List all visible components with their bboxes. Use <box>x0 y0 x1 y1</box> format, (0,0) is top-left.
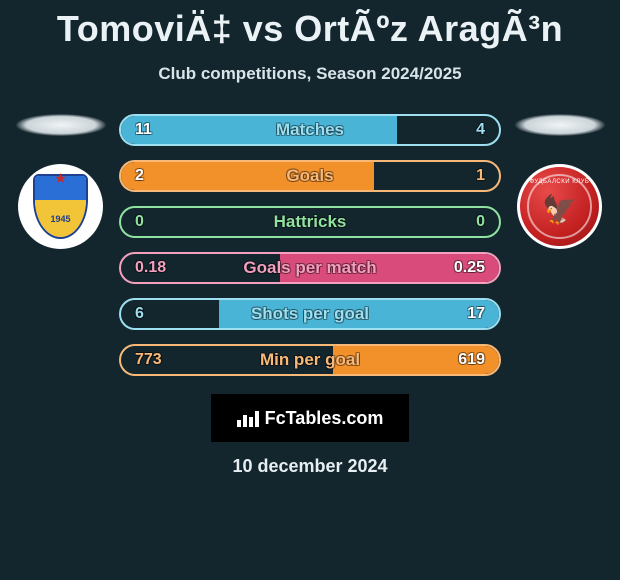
stat-label: Shots per goal <box>251 304 369 324</box>
stat-value-left: 0.18 <box>135 259 166 277</box>
page-subtitle: Club competitions, Season 2024/2025 <box>0 64 620 84</box>
stat-value-right: 619 <box>458 351 485 369</box>
badge-year-left: 1945 <box>35 200 86 237</box>
date-text: 10 december 2024 <box>0 456 620 477</box>
star-icon: ★ <box>54 170 67 187</box>
stat-value-left: 11 <box>135 121 152 139</box>
stat-label: Goals per match <box>243 258 376 278</box>
stat-bars: 11 Matches 4 2 Goals 1 0 Hattricks 0 0.18 Goals pe… <box>113 114 507 376</box>
club-badge-left: 1945 ★ <box>18 164 103 249</box>
comparison-container: 1945 ★ 11 Matches 4 2 Goals 1 0 Hattricks 0 0.18 G… <box>0 114 620 376</box>
stat-value-right: 17 <box>467 305 485 323</box>
bar-fill-left <box>121 116 397 144</box>
stat-value-left: 773 <box>135 351 162 369</box>
stat-row: 0 Hattricks 0 <box>119 206 501 238</box>
stat-value-left: 0 <box>135 213 144 231</box>
stat-value-right: 4 <box>476 121 485 139</box>
fctables-logo-text: FcTables.com <box>265 408 384 429</box>
stat-label: Matches <box>276 120 344 140</box>
stat-row: 773 Min per goal 619 <box>119 344 501 376</box>
player-shadow-left <box>16 114 106 136</box>
stat-label: Min per goal <box>260 350 360 370</box>
bar-chart-icon <box>237 409 259 427</box>
right-side: ФУДБАЛСКИ КЛУБ 🦅 <box>507 114 612 249</box>
stat-label: Goals <box>286 166 333 186</box>
fctables-logo: FcTables.com <box>211 394 409 442</box>
left-side: 1945 ★ <box>8 114 113 249</box>
stat-row: 0.18 Goals per match 0.25 <box>119 252 501 284</box>
bar-fill-left <box>121 162 374 190</box>
stat-row: 11 Matches 4 <box>119 114 501 146</box>
stat-row: 6 Shots per goal 17 <box>119 298 501 330</box>
stat-row: 2 Goals 1 <box>119 160 501 192</box>
stat-value-left: 2 <box>135 167 144 185</box>
badge-text-right: ФУДБАЛСКИ КЛУБ <box>520 179 599 185</box>
eagle-icon: 🦅 <box>542 196 577 224</box>
page-title: TomoviÄ‡ vs OrtÃºz AragÃ³n <box>0 0 620 50</box>
stat-value-right: 0.25 <box>454 259 485 277</box>
player-shadow-right <box>515 114 605 136</box>
stat-label: Hattricks <box>274 212 347 232</box>
stat-value-right: 0 <box>476 213 485 231</box>
club-badge-right: ФУДБАЛСКИ КЛУБ 🦅 <box>517 164 602 249</box>
stat-value-right: 1 <box>476 167 485 185</box>
stat-value-left: 6 <box>135 305 144 323</box>
